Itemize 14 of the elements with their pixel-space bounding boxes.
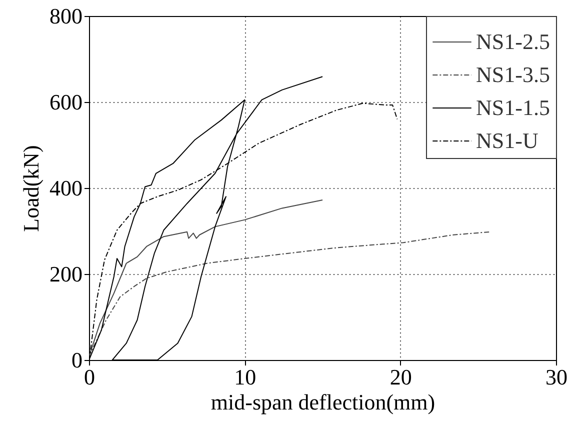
legend-label: NS1-U	[476, 128, 538, 153]
legend-label: NS1-2.5	[476, 29, 550, 54]
y-axis-title: Load(kN)	[18, 145, 44, 232]
x-tick-label: 30	[546, 364, 568, 390]
legend-label: NS1-1.5	[476, 95, 550, 120]
x-axis-title: mid-span deflection(mm)	[210, 390, 436, 414]
x-tick-label: 10	[234, 364, 256, 390]
y-tick-label: 0	[72, 348, 82, 372]
legend-label: NS1-3.5	[476, 62, 550, 87]
y-tick-label: 400	[50, 176, 82, 200]
y-tick-label: 600	[50, 90, 82, 114]
x-tick-label: 20	[390, 364, 412, 390]
y-tick-label: 200	[50, 262, 82, 286]
y-tick-label: 800	[50, 4, 82, 28]
